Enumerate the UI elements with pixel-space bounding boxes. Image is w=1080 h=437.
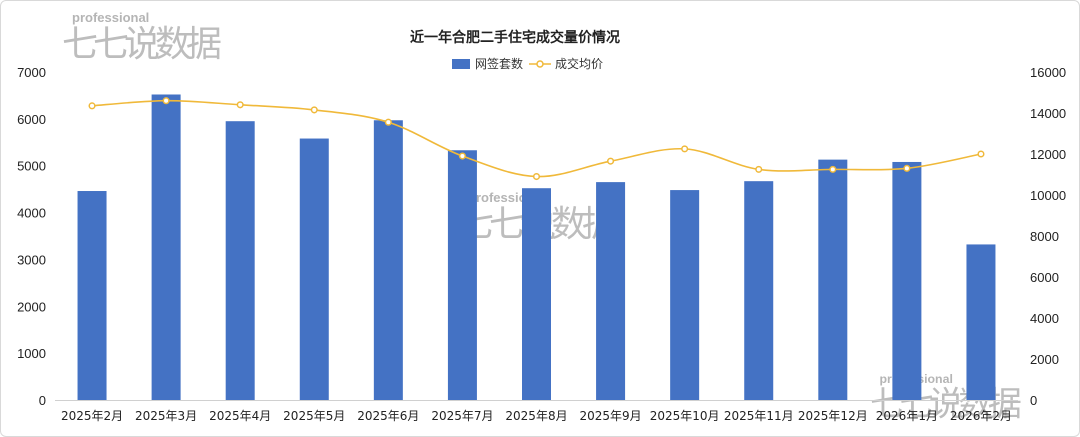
y-right-tick-label: 4000: [1030, 311, 1059, 326]
y-right-tick-label: 8000: [1030, 229, 1059, 244]
line-series: [88, 97, 985, 181]
bar: [670, 190, 700, 400]
x-tick-label: 2025年11月: [724, 409, 794, 423]
line-point: [458, 152, 466, 160]
x-tick-label: 2026年1月: [876, 409, 938, 423]
legend-swatch-marker: [536, 60, 544, 68]
y-right-tick-label: 0: [1030, 393, 1037, 408]
y-right-tick-label: 10000: [1030, 188, 1066, 203]
line-point: [755, 165, 763, 173]
line-point: [532, 173, 541, 181]
bar-series: [77, 94, 996, 401]
y-right-tick-label: 2000: [1030, 352, 1059, 367]
x-axis-ticks: 2025年2月 2025年3月 2025年4月 2025年5月 2025年6月 2025年…: [61, 409, 1012, 423]
price-line: [91, 99, 982, 178]
y-right-tick-label: 14000: [1030, 106, 1066, 121]
y-left-tick-label: 3000: [17, 252, 46, 267]
bar: [77, 191, 107, 400]
x-tick-label: 2026年2月: [950, 409, 1012, 423]
x-tick-label: 2025年12月: [798, 409, 868, 423]
y-left-tick-label: 0: [39, 393, 46, 408]
bar: [225, 121, 255, 400]
watermark-en: professional: [72, 10, 149, 25]
legend-label-bar: 网签套数: [475, 56, 523, 71]
x-tick-label: 2025年7月: [431, 409, 493, 423]
x-tick-label: 2025年8月: [505, 409, 567, 423]
y-left-tick-label: 5000: [17, 159, 46, 174]
bar: [373, 120, 403, 401]
bar: [744, 181, 774, 400]
line-point: [162, 97, 170, 105]
bar: [522, 188, 551, 400]
bar: [447, 150, 477, 400]
line-point: [977, 150, 985, 158]
legend-label-line: 成交均价: [555, 56, 603, 71]
y-left-tick-label: 1000: [17, 346, 46, 361]
line-point: [236, 101, 244, 109]
bar: [892, 161, 922, 400]
x-tick-label: 2025年10月: [650, 409, 720, 423]
bar: [966, 244, 996, 400]
x-tick-label: 2025年4月: [209, 409, 271, 423]
bar: [596, 182, 626, 400]
y-right-tick-label: 6000: [1030, 270, 1059, 285]
line-point: [384, 118, 392, 126]
line-point: [607, 157, 615, 165]
x-tick-label: 2025年3月: [135, 409, 197, 423]
bar: [299, 138, 329, 400]
y-left-tick-label: 7000: [17, 65, 46, 80]
line-point: [903, 164, 911, 172]
bar: [818, 159, 848, 400]
axes: 0 1000 2000 3000 4000 5000 6000 7000 0 2000 4000 60…: [17, 65, 1066, 408]
x-tick-label: 2025年9月: [579, 409, 641, 423]
legend-swatch-bar: [452, 59, 470, 69]
x-tick-label: 2025年6月: [357, 409, 419, 423]
y-right-tick-label: 16000: [1030, 65, 1066, 80]
line-point: [829, 165, 837, 173]
y-left-tick-label: 6000: [17, 112, 46, 127]
chart-title: 近一年合肥二手住宅成交量价情况: [410, 29, 620, 46]
line-point: [681, 145, 689, 153]
legend: 网签套数 成交均价: [452, 56, 603, 71]
line-point: [310, 106, 318, 114]
y-left-tick-label: 2000: [17, 299, 46, 314]
x-tick-label: 2025年2月: [61, 409, 123, 423]
y-right-tick-label: 12000: [1030, 147, 1066, 162]
bar: [151, 94, 181, 401]
line-point: [88, 102, 96, 110]
y-left-tick-label: 4000: [17, 206, 46, 221]
x-tick-label: 2025年5月: [283, 409, 345, 423]
watermark-cn: 七七说数据: [62, 24, 222, 65]
